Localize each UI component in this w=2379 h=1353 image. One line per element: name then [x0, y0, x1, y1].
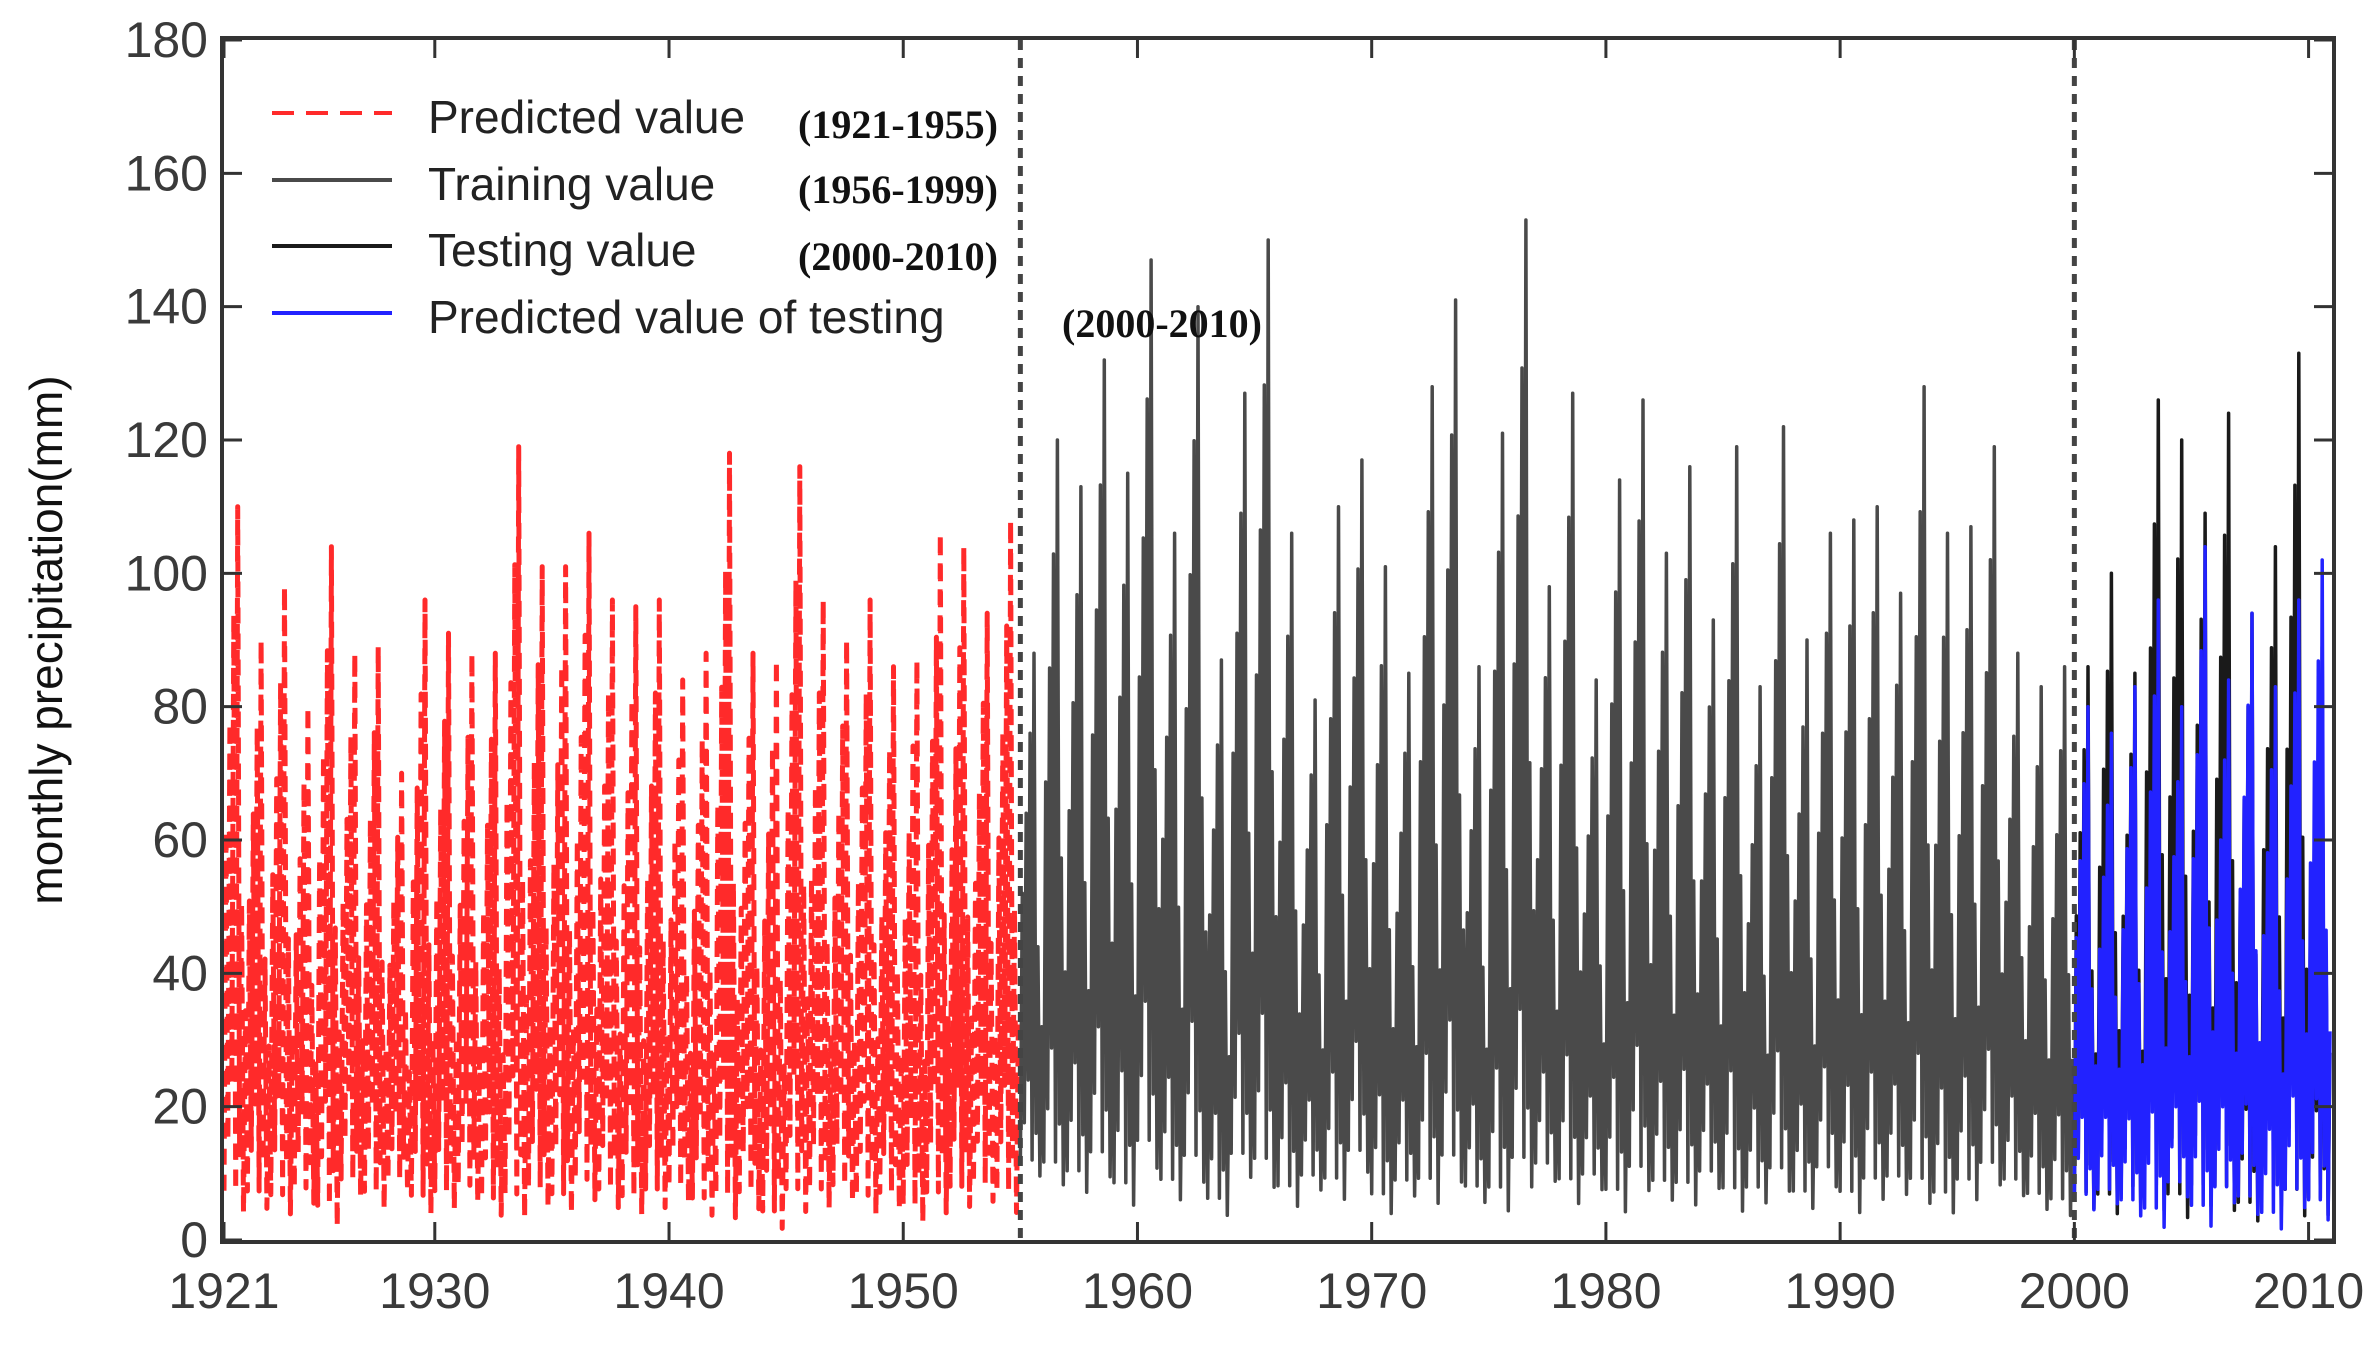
- y-tick-label: 160: [125, 145, 208, 201]
- x-tick-label: 2010: [2253, 1263, 2364, 1319]
- y-tick-label: 80: [152, 679, 208, 735]
- tick-layer: 0 20 40 60 80 100 120 140 160 180 1921 1930 1940 1950…: [125, 12, 2365, 1319]
- x-tick-label: 1950: [848, 1263, 959, 1319]
- y-tick-label: 180: [125, 12, 208, 68]
- y-tick-label: 100: [125, 545, 208, 601]
- legend-label-training: Training value: [428, 158, 715, 210]
- series-line-1: [1018, 218, 2075, 1218]
- x-tick-label: 1940: [613, 1263, 724, 1319]
- divider-layer: [1017, 40, 2077, 1240]
- x-tick-label: 1921: [168, 1263, 279, 1319]
- legend-range-training: (1956-1999): [798, 167, 998, 212]
- y-tick-label: 120: [125, 412, 208, 468]
- legend-label-testing: Testing value: [428, 224, 697, 276]
- legend-label-predicted: Predicted value: [428, 91, 745, 143]
- series-layer: [221, 218, 2332, 1231]
- y-tick-label: 20: [152, 1079, 208, 1135]
- x-tick-label: 1930: [379, 1263, 490, 1319]
- y-tick-label: 140: [125, 279, 208, 335]
- legend-range-predicted-testing: (2000-2010): [1062, 301, 1262, 346]
- y-tick-label: 0: [180, 1212, 208, 1268]
- legend-label-predicted-testing: Predicted value of testing: [428, 291, 945, 343]
- x-tick-label: 1970: [1316, 1263, 1427, 1319]
- y-axis-label: monthly precipitation(mm): [20, 375, 72, 904]
- series-line-0: [221, 444, 1021, 1231]
- x-tick-label: 1980: [1550, 1263, 1661, 1319]
- plot-frame: [220, 36, 2336, 1244]
- legend: Predicted value (1921-1955) Training val…: [272, 91, 1262, 346]
- y-tick-label: 60: [152, 812, 208, 868]
- legend-range-predicted: (1921-1955): [798, 102, 998, 147]
- legend-range-testing: (2000-2010): [798, 234, 998, 279]
- x-tick-label: 1990: [1785, 1263, 1896, 1319]
- series-line-3: [2072, 544, 2332, 1231]
- y-tick-label: 40: [152, 945, 208, 1001]
- x-tick-label: 1960: [1082, 1263, 1193, 1319]
- x-tick-label: 2000: [2019, 1263, 2130, 1319]
